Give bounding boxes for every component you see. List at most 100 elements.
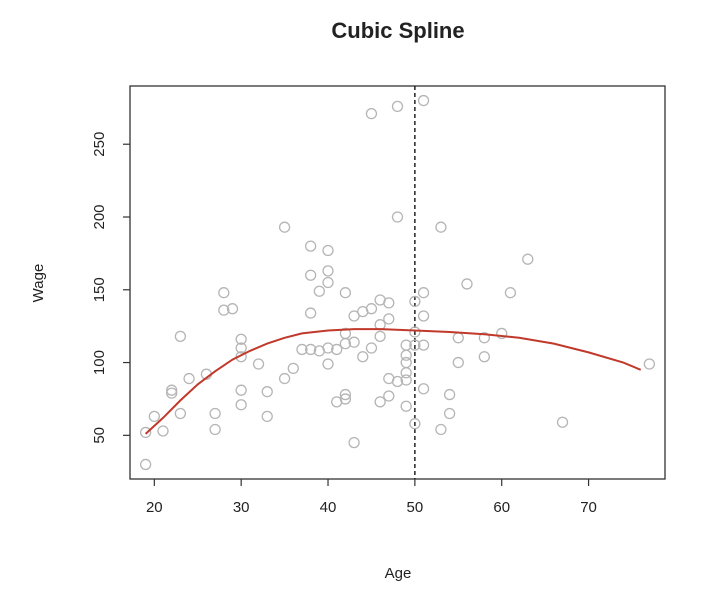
data-point xyxy=(443,407,456,420)
data-point xyxy=(322,244,334,257)
data-point xyxy=(409,326,421,338)
y-tick-label: 250 xyxy=(91,132,108,157)
data-point xyxy=(383,390,395,402)
data-point xyxy=(235,333,247,345)
data-point xyxy=(391,211,404,223)
data-point xyxy=(435,423,447,436)
data-point xyxy=(400,339,412,351)
x-tick-label: 70 xyxy=(580,499,597,516)
data-point xyxy=(478,332,491,344)
data-point xyxy=(166,387,178,399)
data-point xyxy=(504,287,517,299)
y-tick-label: 200 xyxy=(91,204,108,229)
data-point xyxy=(391,100,404,113)
data-point xyxy=(166,384,178,396)
data-point xyxy=(496,327,508,340)
data-point xyxy=(252,358,265,370)
data-point xyxy=(435,221,447,233)
data-point xyxy=(365,108,378,120)
data-point xyxy=(261,386,273,398)
data-point xyxy=(357,351,369,363)
data-point xyxy=(322,265,334,277)
x-tick-label: 50 xyxy=(407,499,424,516)
data-point xyxy=(209,407,221,420)
data-point xyxy=(400,400,412,412)
data-point xyxy=(400,349,412,361)
data-point xyxy=(417,339,430,351)
chart-title: Cubic Spline xyxy=(331,18,464,43)
data-point xyxy=(339,287,352,299)
data-point xyxy=(139,426,152,439)
data-point xyxy=(452,332,464,344)
y-tick-label: 150 xyxy=(91,277,108,302)
data-point xyxy=(417,310,430,322)
y-axis-label: Wage xyxy=(30,264,47,303)
data-point xyxy=(417,287,430,299)
data-point xyxy=(174,330,187,343)
data-point xyxy=(278,221,291,233)
x-tick-label: 20 xyxy=(146,499,163,516)
plot-frame xyxy=(129,85,666,480)
data-point xyxy=(348,310,360,322)
data-point xyxy=(522,253,534,265)
y-axis: 50 100 150 200 250 xyxy=(91,132,130,444)
data-point xyxy=(183,372,195,385)
x-tick-label: 60 xyxy=(493,499,510,516)
data-point xyxy=(374,396,386,408)
data-point xyxy=(339,388,352,401)
data-point xyxy=(261,410,273,423)
x-tick-label: 40 xyxy=(320,499,337,516)
data-point xyxy=(218,304,230,316)
data-point xyxy=(409,339,421,351)
data-point xyxy=(461,278,473,290)
data-point xyxy=(365,303,378,315)
data-point xyxy=(235,399,247,411)
y-tick-label: 100 xyxy=(91,350,108,375)
data-point xyxy=(304,343,317,356)
data-point xyxy=(348,336,360,348)
data-point xyxy=(556,416,569,428)
data-point xyxy=(235,342,247,354)
x-axis-label: Age xyxy=(385,565,412,582)
data-point xyxy=(400,367,412,379)
data-point xyxy=(452,356,464,369)
data-point xyxy=(374,330,386,343)
data-point xyxy=(400,356,412,369)
data-point xyxy=(148,410,160,423)
data-point xyxy=(278,372,291,385)
data-point xyxy=(235,384,247,396)
y-tick-label: 50 xyxy=(91,427,108,444)
data-point xyxy=(322,342,334,354)
x-axis: 20 30 40 50 60 70 xyxy=(146,479,597,516)
x-tick-label: 30 xyxy=(233,499,250,516)
data-point xyxy=(417,383,430,395)
data-point xyxy=(409,418,421,430)
data-point xyxy=(643,358,656,370)
data-point xyxy=(322,276,334,289)
data-point xyxy=(304,269,317,281)
data-point xyxy=(287,362,299,375)
data-point xyxy=(391,375,404,388)
data-point xyxy=(478,351,491,363)
data-point xyxy=(174,407,187,420)
data-point xyxy=(304,240,317,252)
data-point xyxy=(157,425,169,437)
data-point xyxy=(313,285,325,297)
data-point xyxy=(443,388,456,401)
data-point xyxy=(417,94,430,107)
spline-curve xyxy=(144,328,642,435)
data-point xyxy=(365,342,378,354)
data-point xyxy=(139,458,152,471)
data-point xyxy=(218,287,230,299)
data-point xyxy=(226,303,239,315)
data-points xyxy=(139,94,656,471)
data-point xyxy=(348,436,360,449)
data-point xyxy=(209,423,221,436)
data-point xyxy=(339,327,352,340)
data-point xyxy=(339,393,352,405)
data-point xyxy=(383,297,395,309)
data-point xyxy=(383,313,395,325)
data-point xyxy=(400,374,412,386)
data-point xyxy=(322,358,334,370)
